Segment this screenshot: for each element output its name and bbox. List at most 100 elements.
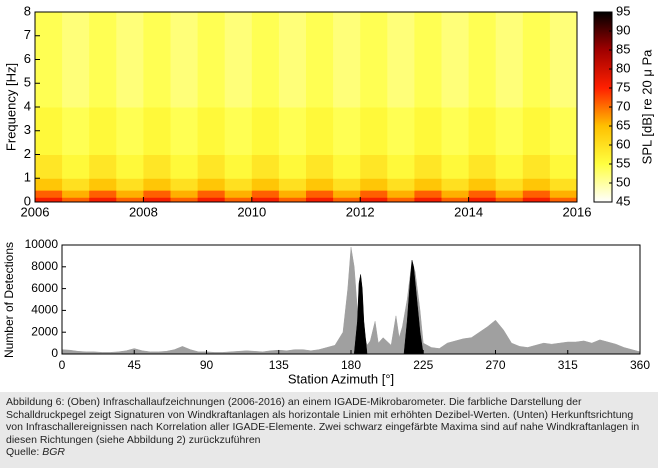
colorbar-tick-label: 50 xyxy=(616,174,630,189)
heat-cell xyxy=(170,12,199,108)
y-tick-label: 7 xyxy=(24,27,31,42)
heat-cell xyxy=(468,178,497,191)
heat-cell xyxy=(224,12,253,108)
colorbar-tick-label: 55 xyxy=(616,155,630,170)
x-tick-label: 2006 xyxy=(21,204,50,219)
heat-cell xyxy=(360,12,388,108)
heat-cell xyxy=(143,178,171,191)
caption: Abbildung 6: (Oben) Infraschallaufzeichn… xyxy=(0,392,658,468)
heat-cell xyxy=(468,197,497,203)
heat-cell xyxy=(143,12,171,108)
heat-cell xyxy=(143,107,171,155)
heat-cell xyxy=(35,178,63,191)
heat-cell xyxy=(170,178,199,191)
heat-cell xyxy=(360,190,388,198)
heat-cell xyxy=(522,178,551,191)
heat-cell xyxy=(224,178,253,191)
heat-cell xyxy=(468,12,497,108)
heat-cell xyxy=(89,178,117,191)
heat-cell xyxy=(387,154,415,179)
figure: 2006 2008 2010 2012 2014 2016012345678Frequen… xyxy=(0,0,658,392)
heat-cell xyxy=(197,12,226,108)
heat-cell xyxy=(143,197,171,203)
heat-cell xyxy=(414,107,442,155)
area xyxy=(61,247,641,355)
x-tick-label: 135 xyxy=(269,358,289,372)
heat-cell xyxy=(441,107,470,155)
y-tick-label: 0 xyxy=(51,346,58,360)
heat-cell xyxy=(306,197,334,203)
heat-cell xyxy=(549,190,578,198)
heat-cell xyxy=(35,154,63,179)
heat-cell xyxy=(170,190,199,198)
heat-cell xyxy=(62,12,90,108)
heat-cell xyxy=(333,197,361,203)
heat-cell xyxy=(89,12,117,108)
heat-cell xyxy=(441,197,470,203)
heat-cell xyxy=(197,154,226,179)
heat-cell xyxy=(360,197,388,203)
heat-cell xyxy=(333,107,361,155)
heat-cell xyxy=(441,190,470,198)
x-tick-label: 360 xyxy=(630,358,650,372)
y-tick-label: 3 xyxy=(24,122,31,137)
heat-cell xyxy=(522,154,551,179)
heat-cell xyxy=(143,154,171,179)
x-tick-label: 2014 xyxy=(454,204,483,219)
x-tick-label: 2012 xyxy=(346,204,375,219)
heat-cell xyxy=(360,154,388,179)
heat-cell xyxy=(197,107,226,155)
colorbar-tick-label: 45 xyxy=(616,193,630,208)
heat-cell xyxy=(549,178,578,191)
heat-cell xyxy=(251,178,280,191)
heat-cell xyxy=(495,107,524,155)
heat-cell xyxy=(414,190,442,198)
heat-cell xyxy=(278,107,307,155)
heat-cell xyxy=(387,107,415,155)
heat-cell xyxy=(333,178,361,191)
heat-cell xyxy=(387,178,415,191)
heat-cell xyxy=(197,190,226,198)
heat-cell xyxy=(522,197,551,203)
heat-cell xyxy=(278,154,307,179)
y-tick-label: 4000 xyxy=(31,303,58,317)
x-tick-label: 2016 xyxy=(563,204,592,219)
x-tick-label: 90 xyxy=(200,358,214,372)
heat-cell xyxy=(549,197,578,203)
y-tick-label: 8 xyxy=(24,3,31,18)
heat-cell xyxy=(333,154,361,179)
x-tick-label: 225 xyxy=(413,358,433,372)
heat-cell xyxy=(143,190,171,198)
heat-cell xyxy=(89,154,117,179)
x-tick-label: 270 xyxy=(485,358,505,372)
area xyxy=(353,274,368,355)
area xyxy=(403,260,424,355)
heat-cell xyxy=(35,190,63,198)
x-tick-label: 2008 xyxy=(129,204,158,219)
heat-cell xyxy=(306,190,334,198)
heat-cell xyxy=(278,12,307,108)
heat-cell xyxy=(251,107,280,155)
heat-cell xyxy=(441,178,470,191)
y-axis-label: Frequency [Hz] xyxy=(3,63,18,151)
heat-cell xyxy=(441,154,470,179)
heat-cell xyxy=(495,197,524,203)
heat-cell xyxy=(116,190,144,198)
source-label: Quelle: xyxy=(6,446,40,458)
heat-cell xyxy=(360,178,388,191)
heat-cell xyxy=(333,190,361,198)
heat-cell xyxy=(62,178,90,191)
y-tick-label: 1 xyxy=(24,170,31,185)
heat-cell xyxy=(306,154,334,179)
heat-cell xyxy=(224,197,253,203)
heat-cell xyxy=(89,107,117,155)
heat-cell xyxy=(116,12,144,108)
heat-cell xyxy=(278,197,307,203)
heat-cell xyxy=(495,178,524,191)
source: BGR xyxy=(42,446,65,458)
heat-cell xyxy=(278,178,307,191)
y-tick-label: 2 xyxy=(24,146,31,161)
heat-cell xyxy=(387,190,415,198)
heat-cell xyxy=(251,190,280,198)
heat-cell xyxy=(89,197,117,203)
